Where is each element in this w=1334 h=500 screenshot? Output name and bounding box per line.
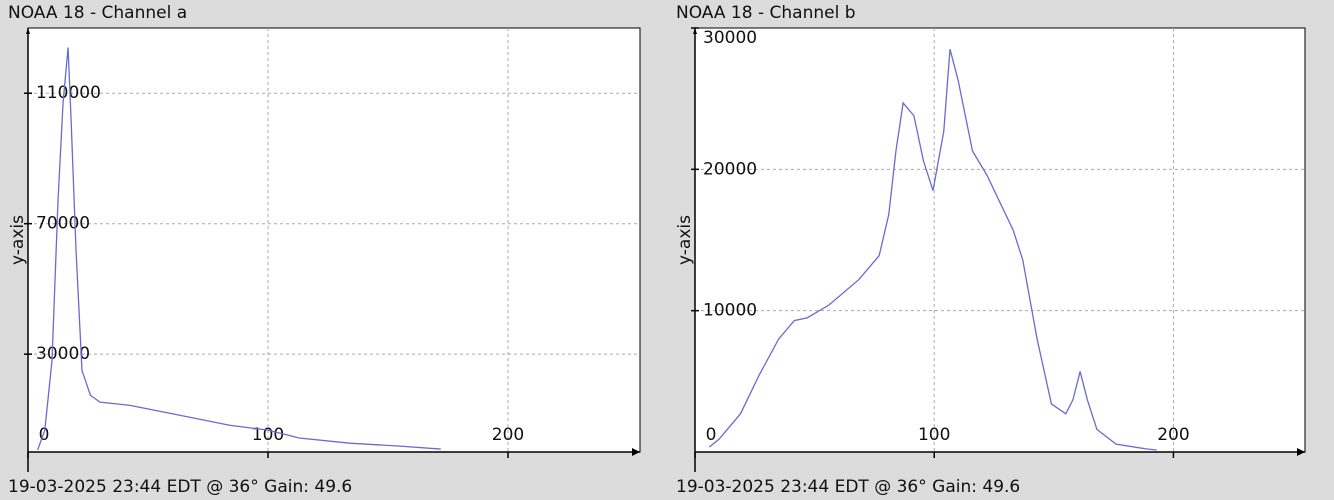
footer-text: 19-03-2025 23:44 EDT @ 36° Gain: 49.6 xyxy=(8,477,352,497)
axis-arrow xyxy=(26,28,30,34)
data-line xyxy=(36,47,441,451)
x-tick-label: 0 xyxy=(706,425,717,445)
chart-panel: NOAA 18 - Channel b 0 100 200 10000 20000 3000… xyxy=(675,3,1306,497)
y-tick-label: 70000 xyxy=(36,214,90,234)
x-tick-label: 200 xyxy=(1157,425,1189,445)
axis-arrow xyxy=(632,448,640,456)
y-tick-label: 10000 xyxy=(703,301,757,321)
plot-area xyxy=(27,27,641,453)
chart-title: NOAA 18 - Channel b xyxy=(676,3,856,23)
chart-title: NOAA 18 - Channel a xyxy=(8,3,187,23)
y-tick-label: 20000 xyxy=(703,159,757,179)
y-tick-label: 110000 xyxy=(36,83,101,103)
footer-text: 19-03-2025 23:44 EDT @ 36° Gain: 49.6 xyxy=(676,477,1020,497)
chart-panel: NOAA 18 - Channel a 0 100 200 30000 70000 1100… xyxy=(8,3,641,497)
axis-arrow xyxy=(1297,448,1305,456)
plot-area xyxy=(694,27,1306,453)
y-tick-label: 30000 xyxy=(703,28,757,48)
y-axis-label: y-axis xyxy=(675,215,695,265)
y-tick-label: 30000 xyxy=(36,344,90,364)
axis-arrow xyxy=(693,28,697,34)
data-line xyxy=(708,49,1157,451)
x-tick-label: 100 xyxy=(252,425,284,445)
x-tick-label: 200 xyxy=(492,425,524,445)
x-tick-label: 0 xyxy=(39,425,50,445)
y-axis-label: y-axis xyxy=(8,215,28,265)
x-tick-label: 100 xyxy=(918,425,950,445)
